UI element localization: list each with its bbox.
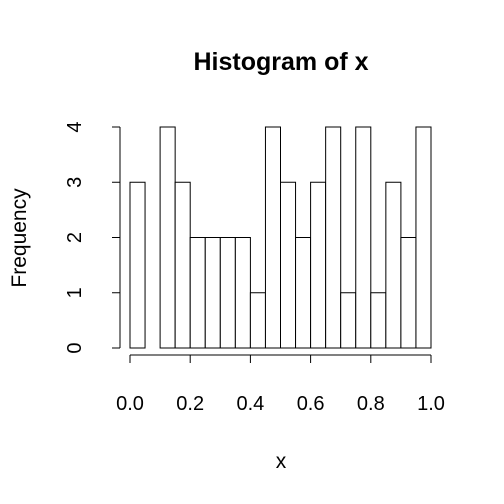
y-tick-label: 2 — [64, 232, 86, 243]
y-tick-label: 4 — [64, 121, 86, 132]
histogram-bar — [189, 237, 206, 349]
x-tick-label: 0.6 — [297, 393, 325, 415]
histogram-bar — [249, 292, 266, 349]
x-tick-label: 0.2 — [176, 393, 204, 415]
histogram-bar — [370, 292, 387, 349]
y-axis-label: Frequency — [8, 188, 31, 288]
histogram-bar — [234, 237, 251, 349]
histogram-bar — [204, 237, 221, 349]
histogram-bar — [174, 181, 191, 349]
y-tick-label: 3 — [64, 177, 86, 188]
histogram-bar — [129, 181, 146, 349]
bars-group — [129, 126, 432, 349]
histogram-bar — [310, 181, 327, 349]
x-axis-label: x — [276, 450, 287, 473]
chart-title: Histogram of x — [193, 48, 368, 76]
y-tick-label: 1 — [64, 287, 86, 298]
histogram-bar — [295, 237, 312, 349]
y-axis: 0 1 2 3 4 — [64, 121, 121, 354]
histogram-bar — [264, 126, 282, 349]
x-tick-label: 0.8 — [357, 393, 385, 415]
x-tick-label: 0.4 — [236, 393, 264, 415]
histogram-bar — [355, 126, 372, 349]
x-axis: 0.0 0.2 0.4 0.6 0.8 1.0 — [116, 354, 445, 415]
histogram-bar — [159, 126, 176, 349]
histogram-bar — [415, 126, 432, 349]
histogram-bar — [400, 237, 417, 349]
x-tick-label: 1.0 — [417, 393, 445, 415]
histogram-bar — [280, 181, 297, 349]
histogram-bar — [325, 126, 342, 349]
histogram-bar — [219, 237, 236, 349]
histogram-bar — [340, 292, 357, 349]
y-tick-label: 0 — [64, 342, 86, 353]
x-tick-label: 0.0 — [116, 393, 144, 415]
histogram-bar — [385, 181, 402, 349]
